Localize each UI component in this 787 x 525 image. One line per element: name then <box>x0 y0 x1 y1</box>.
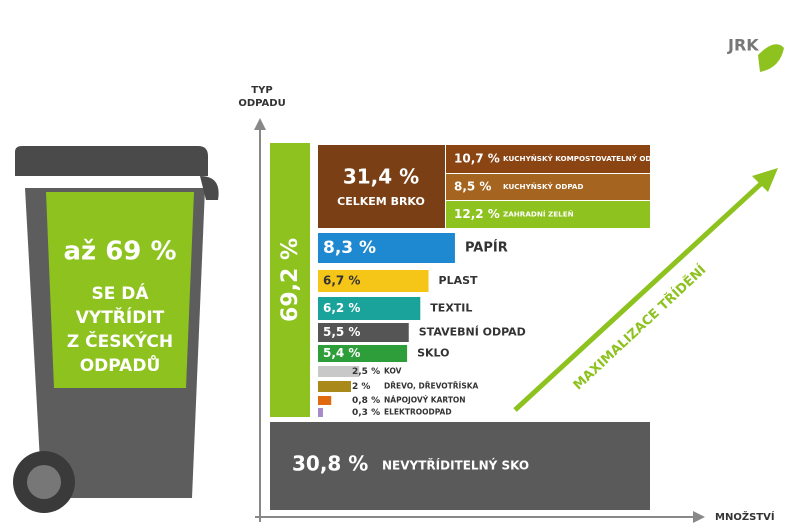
bin-text: až 69 % <box>63 237 176 267</box>
logo <box>758 44 784 72</box>
brko-part-name: KUCHYŇSKÝ ODPAD <box>503 182 583 191</box>
brko-part-value: 12,2 % <box>454 207 500 221</box>
value-label: 6,7 % <box>323 274 360 288</box>
arrow-label: MAXIMALIZACE TŘÍDĚNÍ <box>570 262 709 394</box>
sko-value: 30,8 % <box>292 452 368 476</box>
bin-text: SE DÁ <box>91 282 149 304</box>
brko-part-value: 10,7 % <box>454 152 500 166</box>
category-label: PLAST <box>439 274 479 287</box>
category-label: ELEKTROODPAD <box>384 408 452 417</box>
bin-text: Z ČESKÝCH <box>67 330 173 352</box>
brko-value: 31,4 % <box>343 165 419 189</box>
brko-label: CELKEM BRKO <box>337 195 425 208</box>
bar <box>318 381 351 392</box>
bin-text: VYTŘÍDIT <box>76 306 165 328</box>
brko-part-name: ZAHRADNÍ ZELEŇ <box>503 210 574 219</box>
y-axis-label: ODPADU <box>238 98 285 109</box>
sorted-label: 69,2 % <box>278 238 303 322</box>
value-label: 2,5 % <box>352 367 380 377</box>
category-label: STAVEBNÍ ODPAD <box>419 326 526 339</box>
value-label: 2 % <box>352 382 370 392</box>
category-label: KOV <box>384 367 402 376</box>
brko-part-name: KUCHYŇSKÝ KOMPOSTOVATELNÝ ODPAD <box>503 154 668 163</box>
value-label: 6,2 % <box>323 301 360 315</box>
value-label: 0,8 % <box>352 396 380 406</box>
brko-part-value: 8,5 % <box>454 180 491 194</box>
category-label: TEXTIL <box>430 302 472 315</box>
y-axis-label: TYP <box>251 85 272 96</box>
category-label: NÁPOJOVÝ KARTON <box>384 396 466 405</box>
category-label: SKLO <box>417 347 449 360</box>
value-label: 5,4 % <box>323 346 360 360</box>
category-label: DŘEVO, DŘEVOTŘÍSKA <box>384 382 479 391</box>
sko-label: NEVYTŘÍDITELNÝ SKO <box>382 458 529 473</box>
category-label: PAPÍR <box>465 240 508 256</box>
x-axis-label: MNOŽSTVÍ <box>715 510 775 523</box>
value-label: 5,5 % <box>323 325 360 339</box>
value-label: 0,3 % <box>352 408 380 418</box>
bin <box>13 146 219 513</box>
logo-text: JRK <box>727 36 759 55</box>
bar <box>318 408 323 417</box>
infographic: JRK TYP ODPADU MNOŽSTVÍ až 69 % SE DÁVYTŘÍDIT… <box>0 0 787 525</box>
value-label: 8,3 % <box>323 238 376 258</box>
bin-text: ODPADŮ <box>80 353 161 376</box>
bar <box>318 396 331 405</box>
